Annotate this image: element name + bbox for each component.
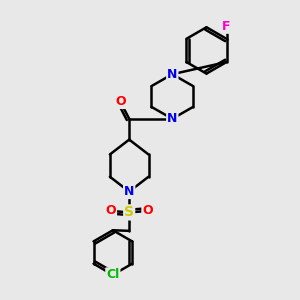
- Text: N: N: [167, 112, 178, 125]
- Text: F: F: [222, 20, 231, 33]
- Text: Cl: Cl: [106, 268, 119, 281]
- Text: O: O: [115, 95, 126, 108]
- Text: S: S: [124, 206, 134, 219]
- Text: N: N: [124, 185, 134, 198]
- Text: O: O: [106, 204, 116, 218]
- Text: N: N: [167, 68, 178, 81]
- Text: O: O: [142, 204, 153, 218]
